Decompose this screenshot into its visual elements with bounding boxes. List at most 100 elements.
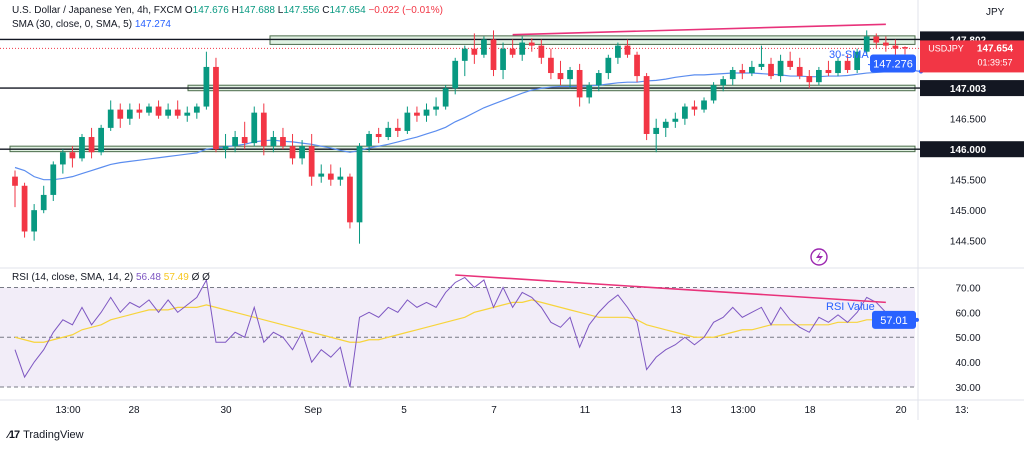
high-value: 147.688: [238, 5, 275, 16]
candle: [289, 133, 296, 165]
candle-body: [777, 60, 784, 77]
candle: [691, 100, 698, 116]
candle-body: [500, 48, 506, 70]
candle-body: [461, 48, 468, 61]
last-price-value: 147.654: [977, 43, 1014, 54]
candle-body: [327, 173, 334, 180]
last-price-timer: 01:39:57: [977, 57, 1012, 67]
candle-body: [720, 79, 727, 86]
rsi-tick-label: 30.00: [955, 383, 980, 394]
time-tick-label: 7: [491, 405, 497, 416]
candle-body: [433, 106, 439, 110]
candle-body: [796, 66, 803, 77]
rsi-legend-label: RSI (14, close, SMA, 14, 2): [12, 272, 134, 283]
candle-body: [586, 85, 593, 98]
candle: [251, 106, 258, 147]
price-tick-label: 145.500: [950, 176, 987, 187]
candle-body: [155, 106, 162, 116]
candle: [844, 54, 851, 74]
sma-legend[interactable]: SMA (30, close, 0, SMA, 5) 147.274: [12, 19, 171, 30]
candle: [318, 164, 325, 183]
candle-body: [452, 60, 459, 89]
candle: [758, 45, 765, 70]
candle-body: [538, 45, 545, 58]
rsi-ma-polyline: [14, 299, 905, 343]
candle: [356, 143, 363, 244]
candle-body: [241, 137, 248, 144]
candle-body: [825, 69, 832, 74]
price-axis[interactable]: 147.802147.003146.500146.000145.500145.0…: [920, 31, 1024, 248]
price-tick-label: 144.500: [950, 237, 987, 248]
candle-body: [643, 76, 650, 134]
candle: [184, 106, 191, 122]
candle: [107, 100, 114, 131]
candle: [739, 63, 746, 80]
candle-body: [79, 137, 85, 159]
candle-body: [892, 45, 899, 49]
candle-body: [729, 69, 736, 80]
sma-legend-value: 147.274: [134, 19, 171, 30]
low-label: L: [277, 5, 284, 16]
candle-body: [605, 57, 612, 74]
candle-body: [251, 112, 258, 144]
candle: [682, 103, 688, 125]
symbol-title[interactable]: U.S. Dollar / Japanese Yen, 4h, FXCM: [12, 5, 183, 16]
candle-body: [404, 112, 411, 131]
candle: [873, 33, 880, 49]
time-tick-label: 18: [804, 405, 816, 416]
candle-body: [260, 112, 267, 147]
rsi-annotation-badge[interactable]: [872, 310, 916, 329]
high-label: H: [231, 5, 239, 16]
candle-body: [471, 48, 478, 55]
candle: [796, 57, 803, 80]
sma-line: [14, 70, 906, 181]
candle-body: [318, 173, 325, 177]
tradingview-logo[interactable]: ⁄17 TradingView: [8, 429, 84, 441]
candle: [69, 146, 76, 168]
candle: [222, 133, 229, 159]
candle: [126, 103, 133, 125]
rsi-legend[interactable]: RSI (14, close, SMA, 14, 2) 56.48 57.49 …: [12, 272, 210, 283]
candle: [50, 161, 57, 202]
sma-polyline: [14, 70, 906, 181]
candle: [31, 204, 38, 241]
candle: [347, 173, 353, 229]
sma-annotation-badge[interactable]: [870, 54, 916, 73]
time-tick-label: 11: [580, 405, 591, 416]
candle-body: [385, 127, 392, 138]
alert-icon[interactable]: [810, 248, 828, 266]
candle: [327, 164, 334, 186]
candle: [576, 63, 583, 107]
candle: [232, 130, 238, 153]
change-value: −0.022 (−0.01%): [368, 5, 443, 16]
currency-label[interactable]: JPY: [986, 7, 1005, 18]
candle: [653, 118, 660, 153]
candle-body: [854, 51, 861, 70]
candle: [308, 133, 315, 186]
candle-body: [662, 121, 669, 128]
candle-body: [624, 45, 631, 55]
alert-icon-ring: [810, 248, 828, 266]
candle-body: [701, 100, 707, 110]
rsi-tick-label: 50.00: [955, 333, 980, 344]
rsi-tick-label: 40.00: [955, 358, 980, 369]
zone-rect-0: [269, 35, 916, 45]
rsi-polyline: [14, 276, 906, 388]
low-value: 147.556: [283, 5, 320, 16]
time-axis[interactable]: 13:00 28 30 Sep 5 7 11 13 13:00 18 20 13:: [55, 405, 968, 416]
last-price-symbol: USDJPY: [928, 43, 964, 53]
candle: [241, 121, 248, 150]
candle-body: [567, 69, 573, 80]
candle-body: [710, 85, 717, 101]
candle-body: [88, 137, 95, 153]
candle: [854, 48, 861, 74]
candle-body: [557, 73, 564, 80]
time-tick-label: 20: [895, 405, 907, 416]
rsi-legend-extra-2: Ø: [202, 272, 210, 283]
candle: [385, 121, 392, 141]
candle-body: [31, 210, 38, 232]
candle: [567, 66, 573, 89]
time-tick-label: 13:: [955, 405, 969, 416]
price-tick-label: 145.000: [950, 206, 987, 217]
